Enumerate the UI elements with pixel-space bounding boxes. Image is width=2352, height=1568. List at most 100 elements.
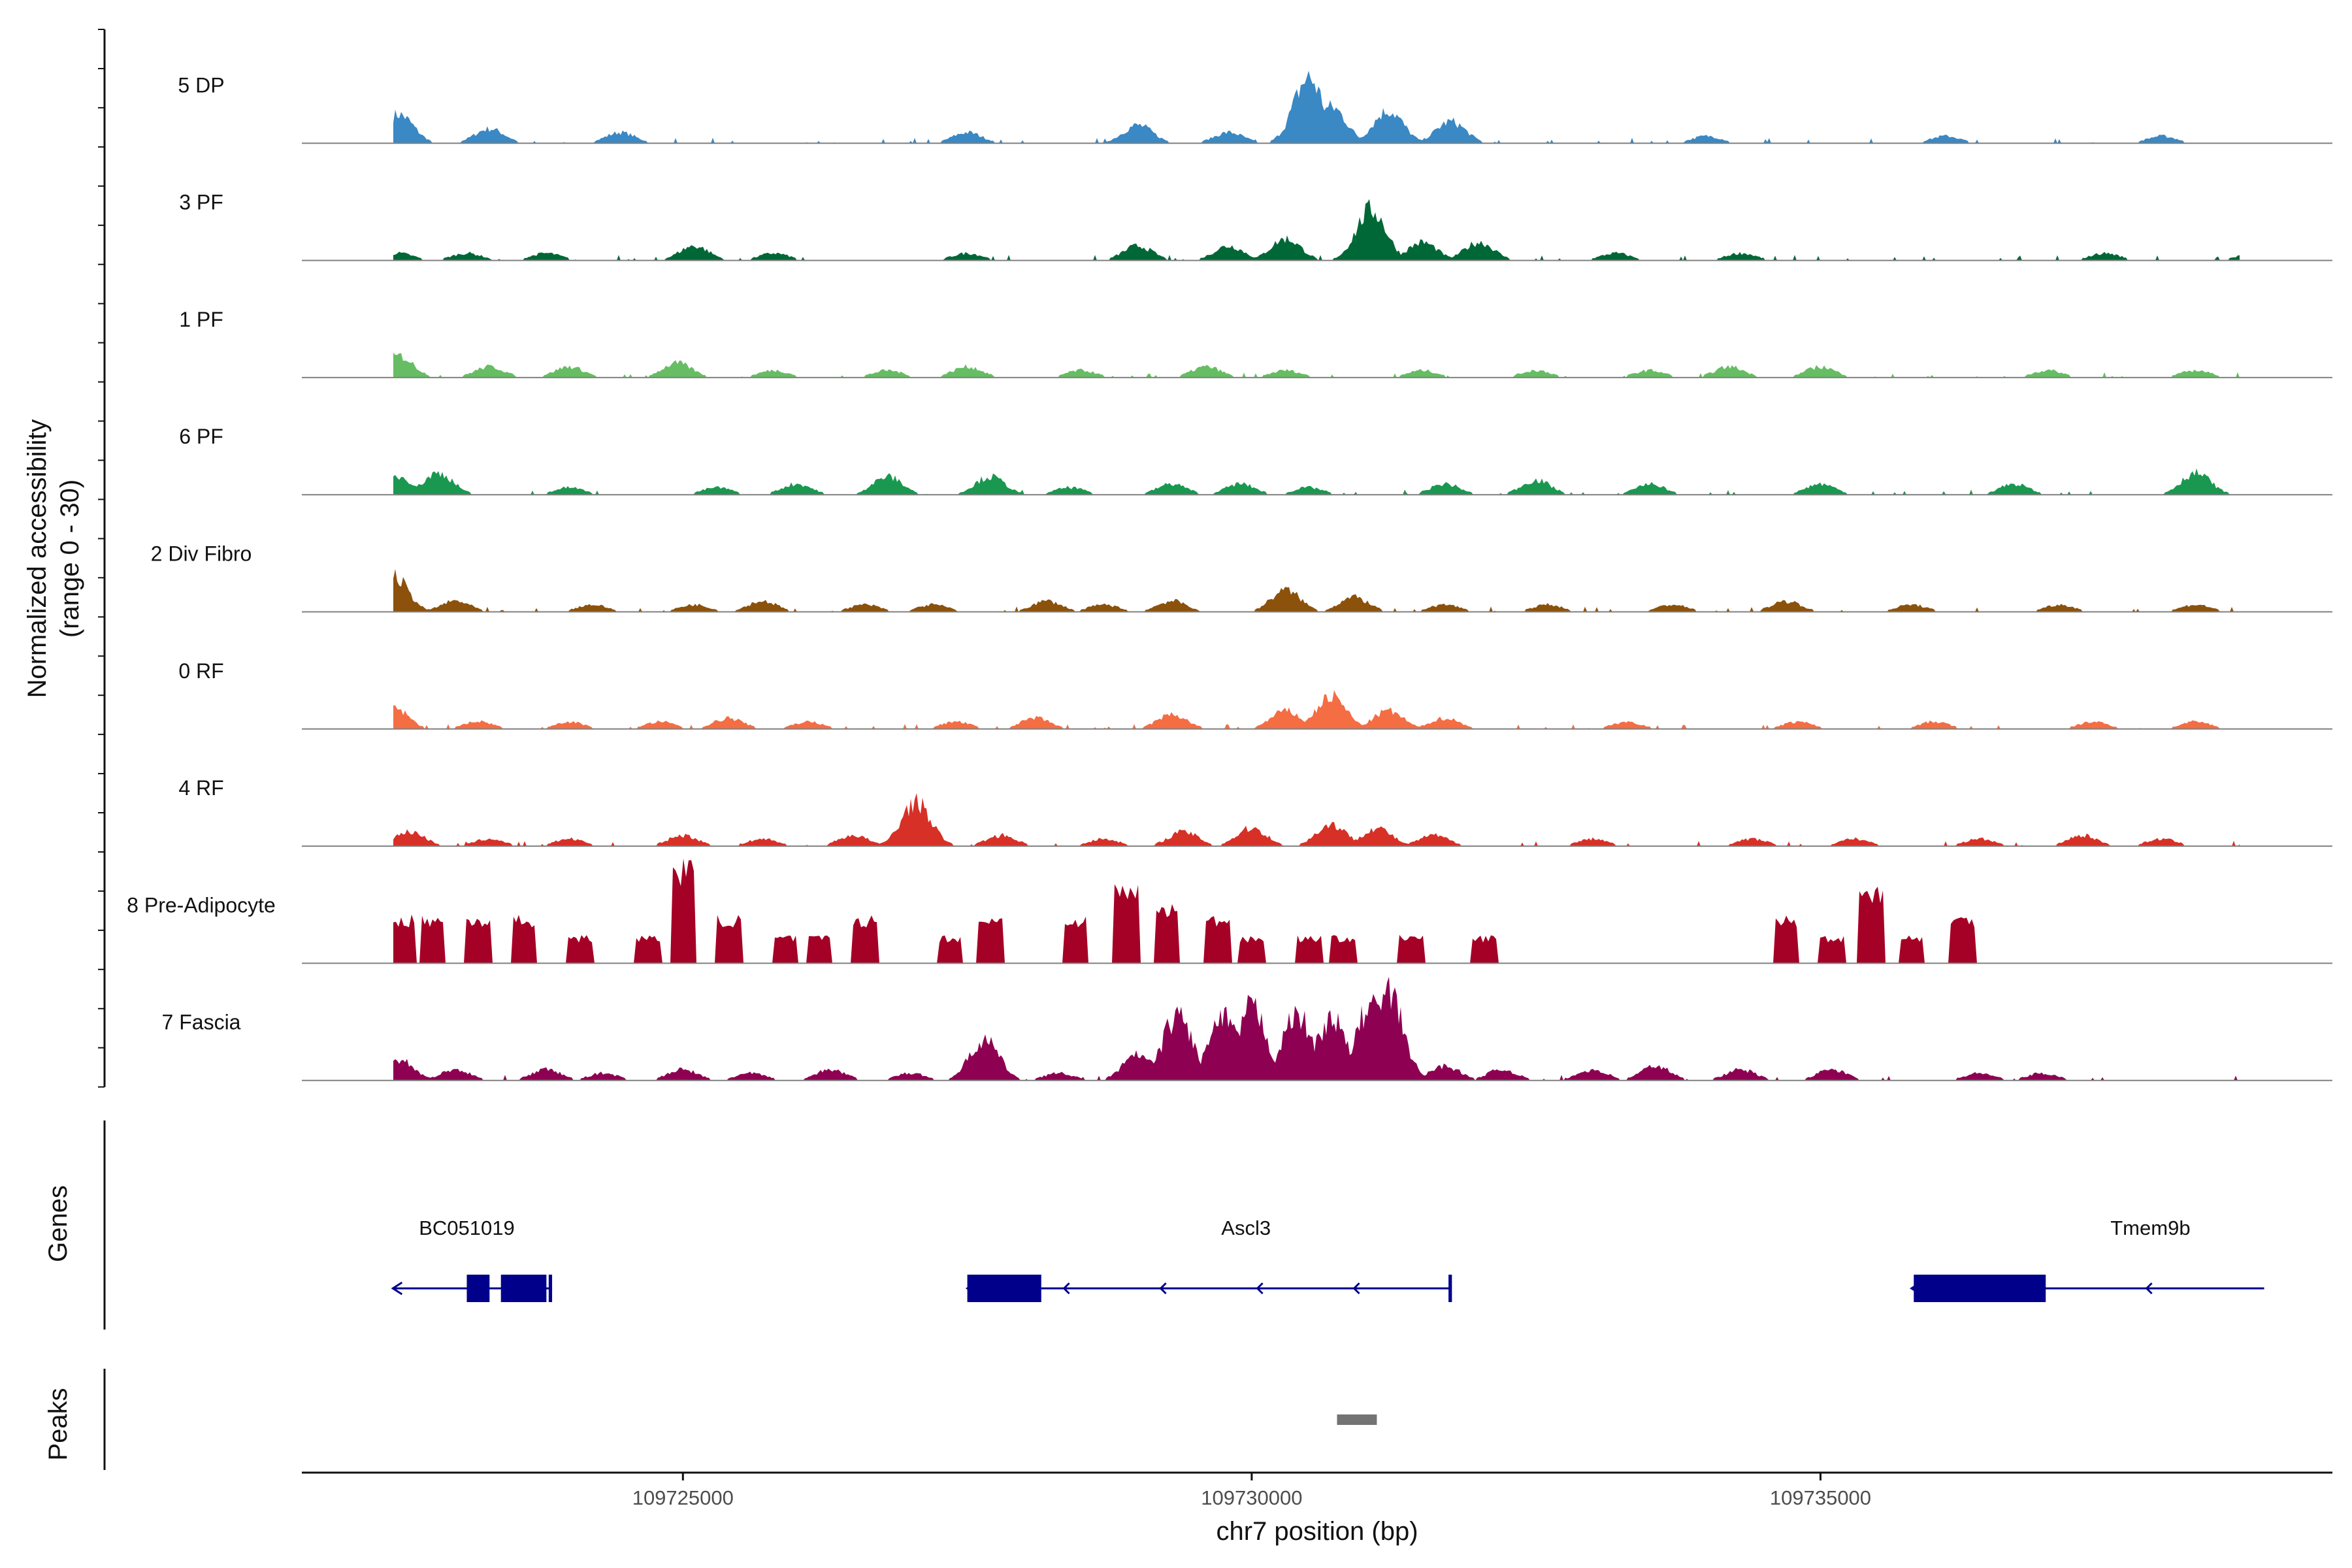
peak-point <box>717 487 718 488</box>
peak-point <box>1371 1002 1372 1004</box>
peak-point <box>2252 252 2253 253</box>
coverage-area <box>393 858 2241 964</box>
peak-point <box>1251 827 1252 828</box>
peak-point <box>1831 937 1833 938</box>
peak-point <box>1786 600 1787 602</box>
coverage-y-axis <box>98 29 106 1088</box>
peak-point <box>568 721 570 723</box>
peak-point <box>398 476 399 477</box>
peak-point <box>489 128 490 129</box>
peak-point <box>1228 131 1230 133</box>
peak-point <box>1308 937 1309 938</box>
peak-point <box>682 834 683 836</box>
peak-point <box>1820 483 1821 484</box>
peak-point <box>2195 370 2197 371</box>
track-label: 1 PF <box>179 308 223 331</box>
peak-point <box>1126 889 1127 890</box>
x-axis-title: chr7 position (bp) <box>1216 1517 1418 1546</box>
peak-point <box>1285 238 1286 239</box>
peak-point <box>404 918 405 919</box>
peak-point <box>1934 721 1935 723</box>
peak-point <box>864 918 866 919</box>
peak-point <box>2059 604 2060 605</box>
peak-point <box>1445 717 1446 719</box>
peak-point <box>1103 604 1105 605</box>
peak-point <box>1342 937 1343 938</box>
gene-bc051019: BC051019 <box>391 1217 553 1302</box>
strand-chevron <box>1352 1282 1360 1295</box>
peak-point <box>785 937 786 938</box>
peak-region <box>1337 1414 1377 1425</box>
peak-point <box>2161 135 2163 137</box>
x-tick-label: 109725000 <box>632 1486 734 1509</box>
track-0-rf: 0 RF <box>178 659 2332 730</box>
peak-point <box>648 937 649 938</box>
peak-point <box>1729 366 1730 367</box>
track-label: 7 Fascia <box>162 1011 241 1034</box>
peak-point <box>989 476 990 477</box>
peak-point <box>1388 710 1389 711</box>
track-1-pf: 1 PF <box>179 308 2332 378</box>
coverage-area <box>393 690 2240 729</box>
gene-label: BC051019 <box>419 1217 515 1239</box>
peak-point <box>1411 937 1412 938</box>
peak-point <box>1535 480 1537 481</box>
peak-point <box>1069 487 1070 488</box>
peak-point <box>591 604 593 605</box>
peak-point <box>1058 1072 1059 1073</box>
peak-point <box>1797 721 1799 723</box>
peak-point <box>1228 245 1230 246</box>
gene-exon <box>1914 1275 2046 1302</box>
peak-point <box>392 574 393 576</box>
peak-point <box>1388 991 1389 992</box>
peak-point <box>1962 918 1963 919</box>
genes-track-title: Genes <box>44 1185 73 1262</box>
peak-point <box>1308 487 1309 488</box>
track-label: 4 RF <box>178 776 223 800</box>
gene-exon <box>548 1275 553 1302</box>
peak-point <box>1911 937 1912 938</box>
peak-point <box>1251 937 1252 938</box>
y-axis-title-line-1: Normalized accessibility <box>23 419 52 698</box>
peak-point <box>1285 370 1286 371</box>
peak-point <box>728 918 729 919</box>
peak-point <box>694 604 695 605</box>
peak-point <box>2042 1072 2043 1073</box>
peak-point <box>1171 600 1173 602</box>
peak-point <box>762 600 763 602</box>
x-axis: 109725000 109730000 109735000 <box>302 1471 2332 1509</box>
gene-ascl3: Ascl3 <box>965 1217 1452 1302</box>
peak-point <box>1740 252 1742 253</box>
peak-point <box>2161 838 2163 840</box>
peak-point <box>887 370 889 371</box>
peak-point <box>602 1072 604 1073</box>
peak-point <box>1945 135 1946 137</box>
peak-point <box>796 483 797 484</box>
peak-point <box>2195 604 2197 605</box>
peak-point <box>1740 1069 1742 1070</box>
peak-point <box>932 604 934 605</box>
peak-point <box>568 366 570 367</box>
peak-point <box>853 834 855 836</box>
coverage-area <box>393 352 2240 378</box>
peak-point <box>915 801 917 802</box>
peak-point <box>1786 918 1787 919</box>
peak-point <box>398 355 399 356</box>
track-6-pf: 6 PF <box>179 425 2332 496</box>
peak-point <box>489 366 490 367</box>
x-tick-label: 109730000 <box>1201 1486 1302 1509</box>
peaks-track-title: Peaks <box>44 1388 73 1460</box>
peak-point <box>1433 834 1435 836</box>
peak-point <box>1137 245 1139 246</box>
peak-point <box>774 252 775 253</box>
peak-point <box>1240 483 1241 484</box>
gene-exon <box>1448 1275 1452 1302</box>
peak-point <box>2048 370 2049 371</box>
peak-point <box>568 487 570 488</box>
peak-point <box>1331 106 1332 107</box>
track-label: 6 PF <box>179 425 223 448</box>
peak-point <box>1297 1013 1298 1015</box>
gene-exon <box>466 1275 490 1302</box>
track-3-pf: 3 PF <box>179 191 2332 261</box>
